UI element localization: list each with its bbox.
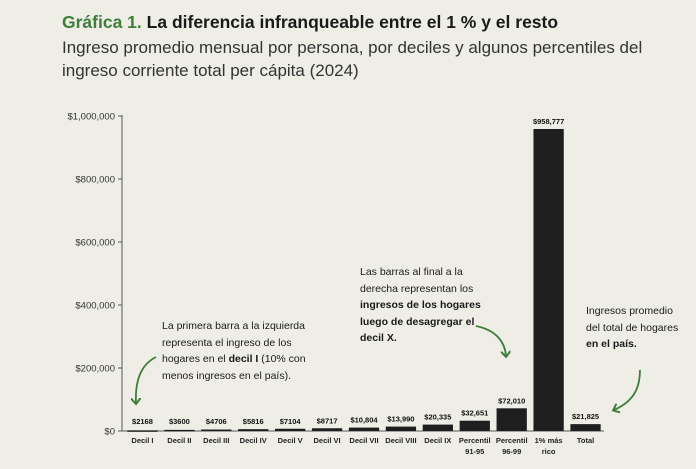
- data-label: $5816: [243, 417, 264, 426]
- x-tick-label: Decil VIII: [385, 436, 416, 445]
- x-tick-label: Decil VII: [349, 436, 378, 445]
- data-label: $2168: [132, 417, 153, 426]
- bar: [164, 429, 195, 432]
- annotation-middle-bold: ingresos de los hogares luego de desagre…: [360, 299, 481, 344]
- data-label: $8717: [317, 416, 338, 425]
- bars-group: $2168 $3600 $4706 $5816 $7104 $8717 $10,804 $13…: [127, 117, 601, 432]
- y-tick-label: $0: [104, 427, 115, 438]
- x-tick-label: Decil VI: [314, 436, 341, 445]
- annotation-right: Ingresos promedio del total de hogares e…: [586, 303, 686, 353]
- annotation-right-text: Ingresos promedio del total de hogares: [586, 305, 679, 334]
- chart-title: Gráfica 1. La diferencia infranqueable e…: [62, 10, 692, 34]
- right-note-arrow: [614, 369, 641, 410]
- annotation-left-bold: decil I: [228, 353, 259, 365]
- x-tick-label: Total: [577, 436, 594, 445]
- annotation-left-text-end: (10% con menos ingresos en el país).: [162, 353, 306, 382]
- chart-subtitle: Ingreso promedio mensual por persona, po…: [62, 38, 643, 80]
- x-tick-label: Decil II: [167, 436, 191, 445]
- y-tick-label: $400,000: [75, 301, 115, 312]
- annotation-left: La primera barra a la izquierda represen…: [162, 318, 332, 384]
- annotation-right-bold: en el país.: [586, 338, 637, 350]
- data-label: $958,777: [533, 117, 564, 126]
- bar: [385, 426, 417, 431]
- bar: [127, 430, 158, 432]
- x-tick-label: Decil V: [278, 436, 303, 445]
- bar: [570, 424, 601, 431]
- left-note-arrow: [136, 356, 157, 403]
- data-label: $72,010: [498, 396, 525, 405]
- data-label: $10,804: [350, 416, 378, 425]
- x-tick-label: Percentil 91-95: [459, 436, 491, 456]
- y-tick-label: $1,000,000: [67, 112, 115, 123]
- x-tick-label: Decil IV: [240, 436, 267, 445]
- annotation-left-text: La primera barra a la izquierda represen…: [162, 320, 305, 365]
- data-label: $20,335: [424, 413, 451, 422]
- data-label: $4706: [206, 417, 227, 426]
- bar: [348, 427, 380, 431]
- x-axis: Decil I Decil II Decil III Decil IV Decil V D…: [131, 436, 594, 456]
- y-tick-label: $200,000: [75, 364, 115, 375]
- x-tick-label: 1% más rico: [535, 436, 563, 456]
- x-tick-label: Decil IX: [424, 436, 451, 445]
- figure-label: Gráfica 1.: [62, 12, 142, 32]
- annotation-middle: Las barras al final a la derecha represe…: [360, 264, 486, 347]
- bar: [459, 420, 490, 431]
- data-label: $21,825: [572, 412, 599, 421]
- bar: [275, 428, 306, 431]
- bar: [422, 424, 453, 431]
- bar: [238, 429, 269, 431]
- bar: [533, 128, 564, 432]
- middle-note-arrow: [475, 325, 506, 356]
- title-text: La diferencia infranqueable entre el 1 %…: [146, 12, 559, 32]
- x-tick-label: Decil I: [131, 436, 153, 445]
- data-label: $7104: [280, 417, 302, 426]
- data-label: $3600: [169, 417, 190, 426]
- bar: [496, 408, 527, 431]
- bar: [201, 429, 232, 432]
- data-label: $13,990: [387, 415, 414, 424]
- x-tick-label: Decil III: [203, 436, 229, 445]
- annotation-middle-text: Las barras al final a la derecha represe…: [360, 266, 474, 295]
- y-tick-label: $600,000: [75, 238, 115, 249]
- y-tick-label: $800,000: [75, 175, 115, 186]
- header: Gráfica 1. La diferencia infranqueable e…: [62, 10, 692, 82]
- bar: [311, 428, 343, 431]
- y-axis: $0 $200,000 $400,000 $600,000 $800,000 $1,000…: [67, 112, 122, 438]
- data-label: $32,651: [461, 409, 488, 418]
- annotation-arrows: [136, 325, 641, 410]
- x-tick-label: Percentil 96-99: [496, 436, 528, 456]
